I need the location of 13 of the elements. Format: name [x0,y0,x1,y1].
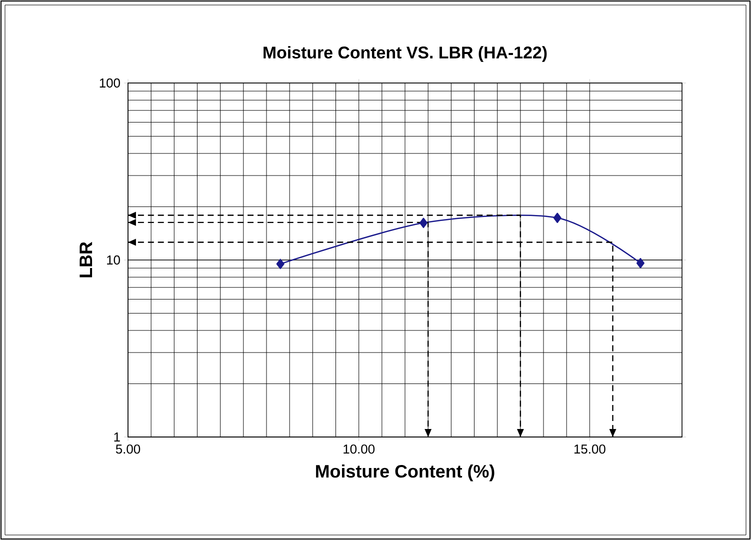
x-tick-label: 10.00 [344,444,375,454]
y-tick-label: 1 [114,432,120,442]
chart-title: Moisture Content VS. LBR (HA-122) [264,46,547,62]
x-tick-label: 15.00 [574,444,606,454]
y-axis-title: LBR [80,242,92,278]
point [553,212,562,223]
y-tick-label: 10 [107,255,120,265]
x-axis-title: Moisture Content (%) [316,464,494,482]
point [419,218,428,228]
x-tick-label: 5.00 [116,444,140,454]
y-tick-label: 100 [100,78,120,88]
point [636,258,644,268]
point [276,258,284,270]
